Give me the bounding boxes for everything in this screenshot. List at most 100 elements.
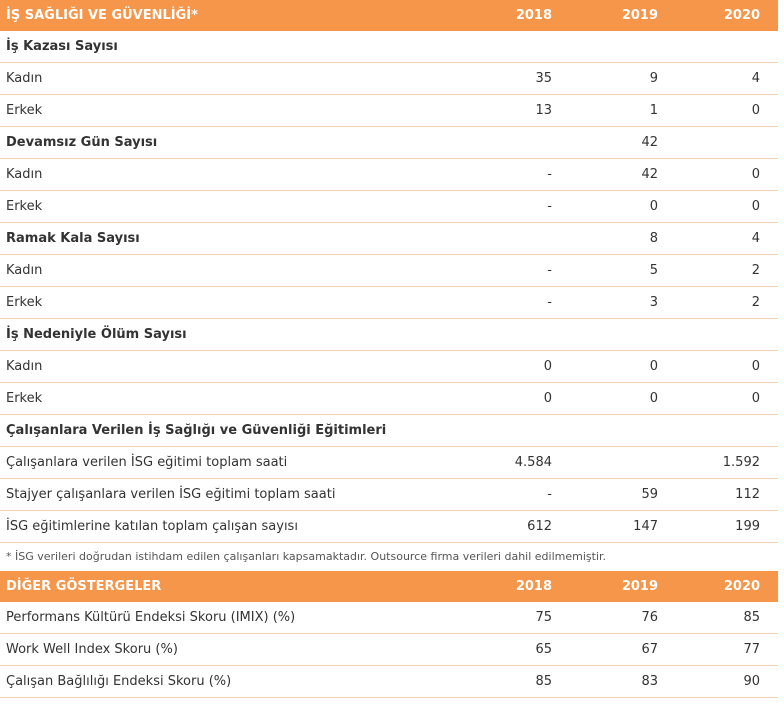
value-cell bbox=[566, 414, 672, 447]
isg-table-body: İş Kazası Sayısı Kadın 35 9 4 Erkek 13 1 0 Devams… bbox=[0, 31, 778, 543]
value-cell: 2 bbox=[672, 254, 778, 287]
row-label: Work Well Index Skoru (%) bbox=[0, 633, 460, 666]
value-cell: 199 bbox=[672, 510, 778, 543]
value-cell bbox=[460, 31, 566, 63]
value-cell: 0 bbox=[566, 382, 672, 415]
value-cell: 0 bbox=[460, 382, 566, 415]
value-cell: 13 bbox=[460, 94, 566, 127]
value-cell bbox=[460, 126, 566, 159]
value-cell: 42 bbox=[566, 158, 672, 191]
value-cell: 0 bbox=[566, 350, 672, 383]
value-cell: 76 bbox=[566, 602, 672, 634]
value-cell bbox=[672, 414, 778, 447]
section-label: Ramak Kala Sayısı bbox=[0, 222, 460, 255]
isg-table-title: İŞ SAĞLIĞI VE GÜVENLİĞİ* bbox=[0, 0, 460, 31]
table-row: Kadın 0 0 0 bbox=[0, 350, 778, 383]
value-cell: 1.592 bbox=[672, 446, 778, 479]
value-cell: 0 bbox=[672, 382, 778, 415]
value-cell bbox=[460, 222, 566, 255]
row-label: Erkek bbox=[0, 286, 460, 319]
row-label: Stajyer çalışanlara verilen İSG eğitimi … bbox=[0, 478, 460, 511]
value-cell: 112 bbox=[672, 478, 778, 511]
value-cell: 59 bbox=[566, 478, 672, 511]
footnote: * İSG verileri doğrudan istihdam edilen … bbox=[6, 550, 607, 563]
section-label: İş Nedeniyle Ölüm Sayısı bbox=[0, 318, 460, 351]
row-label: Erkek bbox=[0, 94, 460, 127]
value-cell bbox=[566, 446, 672, 479]
table-row: Performans Kültürü Endeksi Skoru (IMIX) … bbox=[0, 602, 778, 634]
other-indicators-table: DİĞER GÖSTERGELER 2018 2019 2020 Perform… bbox=[0, 571, 778, 698]
value-cell: 9 bbox=[566, 62, 672, 95]
value-cell: 65 bbox=[460, 633, 566, 666]
row-label: İSG eğitimlerine katılan toplam çalışan … bbox=[0, 510, 460, 543]
value-cell: 75 bbox=[460, 602, 566, 634]
value-cell: 1 bbox=[566, 94, 672, 127]
value-cell bbox=[672, 126, 778, 159]
row-label: Performans Kültürü Endeksi Skoru (IMIX) … bbox=[0, 602, 460, 634]
value-cell: 4.584 bbox=[460, 446, 566, 479]
section-row: Devamsız Gün Sayısı 42 bbox=[0, 126, 778, 159]
value-cell bbox=[672, 31, 778, 63]
value-cell: 67 bbox=[566, 633, 672, 666]
value-cell: 0 bbox=[672, 190, 778, 223]
section-label: İş Kazası Sayısı bbox=[0, 31, 460, 63]
table-row: Kadın 35 9 4 bbox=[0, 62, 778, 95]
value-cell: 0 bbox=[566, 190, 672, 223]
section-row: Çalışanlara Verilen İş Sağlığı ve Güvenl… bbox=[0, 414, 778, 447]
value-cell: 85 bbox=[672, 602, 778, 634]
value-cell bbox=[566, 318, 672, 351]
row-label: Erkek bbox=[0, 382, 460, 415]
year-header-2020: 2020 bbox=[672, 571, 778, 602]
row-label: Kadın bbox=[0, 158, 460, 191]
value-cell: - bbox=[460, 286, 566, 319]
value-cell bbox=[566, 31, 672, 63]
other-indicators-header: DİĞER GÖSTERGELER 2018 2019 2020 bbox=[0, 571, 778, 602]
year-header-2018: 2018 bbox=[460, 571, 566, 602]
other-indicators-title: DİĞER GÖSTERGELER bbox=[0, 571, 460, 602]
value-cell bbox=[460, 414, 566, 447]
table-row: Erkek -0 0 bbox=[0, 190, 778, 223]
table-row: İSG eğitimlerine katılan toplam çalışan … bbox=[0, 510, 778, 543]
other-indicators-body: Performans Kültürü Endeksi Skoru (IMIX) … bbox=[0, 602, 778, 698]
value-cell bbox=[672, 318, 778, 351]
value-cell: - bbox=[460, 478, 566, 511]
section-label: Çalışanlara Verilen İş Sağlığı ve Güvenl… bbox=[0, 414, 460, 447]
value-cell: 0 bbox=[672, 158, 778, 191]
section-row: İş Kazası Sayısı bbox=[0, 31, 778, 63]
row-label: Çalışanlara verilen İSG eğitimi toplam s… bbox=[0, 446, 460, 479]
table-row: Çalışanlara verilen İSG eğitimi toplam s… bbox=[0, 446, 778, 479]
value-cell: 83 bbox=[566, 665, 672, 698]
value-cell: 8 bbox=[566, 222, 672, 255]
row-label: Kadın bbox=[0, 350, 460, 383]
row-label: Erkek bbox=[0, 190, 460, 223]
value-cell: 3 bbox=[566, 286, 672, 319]
table-row: Stajyer çalışanlara verilen İSG eğitimi … bbox=[0, 478, 778, 511]
value-cell: 77 bbox=[672, 633, 778, 666]
table-row: Erkek 13 1 0 bbox=[0, 94, 778, 127]
row-label: Kadın bbox=[0, 254, 460, 287]
row-label: Kadın bbox=[0, 62, 460, 95]
value-cell: 4 bbox=[672, 222, 778, 255]
table-row: Çalışan Bağlılığı Endeksi Skoru (%) 85 83 9… bbox=[0, 665, 778, 698]
year-header-2019: 2019 bbox=[566, 0, 672, 31]
section-row: Ramak Kala Sayısı 8 4 bbox=[0, 222, 778, 255]
value-cell: 0 bbox=[672, 94, 778, 127]
section-row: İş Nedeniyle Ölüm Sayısı bbox=[0, 318, 778, 351]
value-cell: 42 bbox=[566, 126, 672, 159]
year-header-2019: 2019 bbox=[566, 571, 672, 602]
table-row: Erkek -3 2 bbox=[0, 286, 778, 319]
table-row: Kadın -42 0 bbox=[0, 158, 778, 191]
value-cell: 2 bbox=[672, 286, 778, 319]
value-cell: - bbox=[460, 254, 566, 287]
table-row: Work Well Index Skoru (%) 65 67 77 bbox=[0, 633, 778, 666]
value-cell: - bbox=[460, 158, 566, 191]
value-cell: 5 bbox=[566, 254, 672, 287]
value-cell: 35 bbox=[460, 62, 566, 95]
row-label: Çalışan Bağlılığı Endeksi Skoru (%) bbox=[0, 665, 460, 698]
isg-table: İŞ SAĞLIĞI VE GÜVENLİĞİ* 2018 2019 2020 … bbox=[0, 0, 778, 543]
value-cell: 147 bbox=[566, 510, 672, 543]
value-cell: 612 bbox=[460, 510, 566, 543]
value-cell: - bbox=[460, 190, 566, 223]
value-cell: 0 bbox=[672, 350, 778, 383]
